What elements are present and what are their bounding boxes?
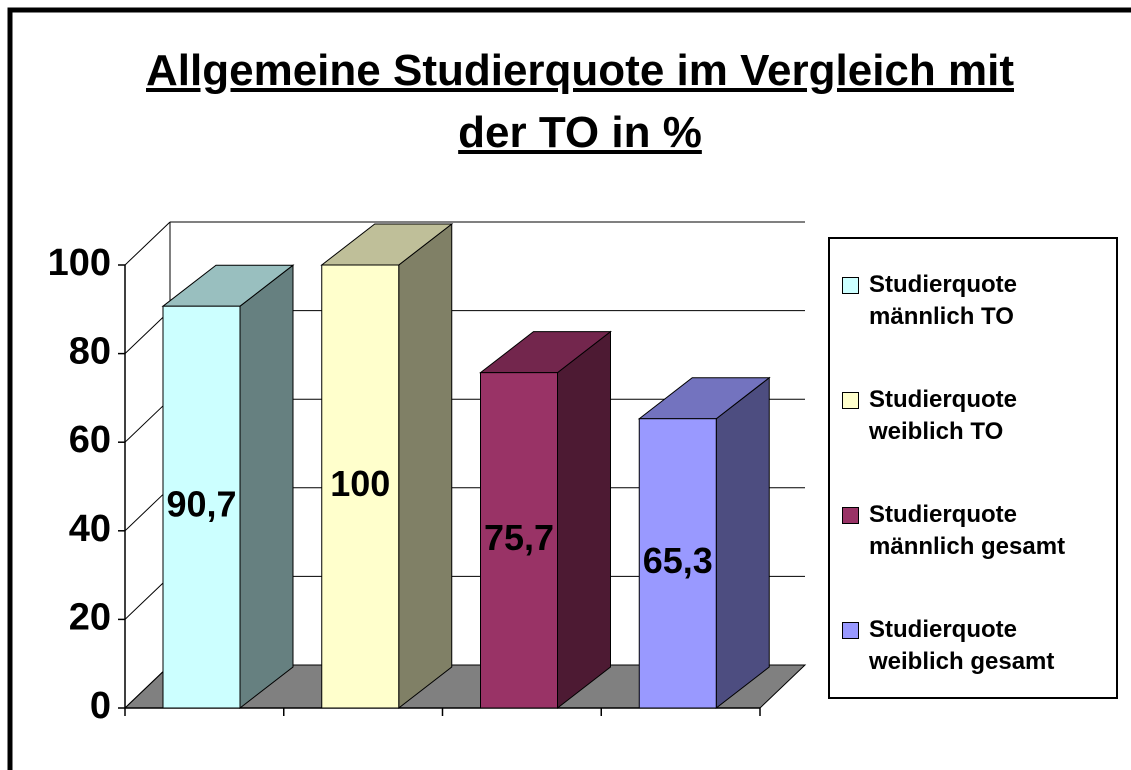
legend-swatch [842,392,859,409]
data-label: 90,7 [166,484,236,525]
y-tick-label: 20 [69,596,111,638]
chart-frame [7,7,1131,770]
legend-swatch [842,277,859,294]
bar-side [239,264,294,710]
chart-title: Allgemeine Studierquote im Vergleich mit… [146,46,1014,157]
y-tick-label: 0 [90,685,111,727]
data-label: 65,3 [643,540,713,581]
legend-label: Studierquote männlich gesamt [869,501,1066,560]
bar [162,305,241,709]
legend-swatch [842,507,859,524]
y-tick-label: 100 [48,242,111,284]
bar [480,372,558,709]
y-tick-label: 80 [69,331,111,373]
grid-line-side [124,221,171,266]
y-tick-label: 40 [69,508,111,550]
bar [321,264,400,709]
data-label: 75,7 [484,517,554,558]
bar-side [715,376,770,710]
legend: Studierquote männlich TO Studierquote wei… [828,237,1118,699]
legend-label: Studierquote weiblich TO [869,386,1017,445]
legend-label: Studierquote weiblich gesamt [869,616,1055,675]
legend-swatch [842,622,859,639]
data-label: 100 [330,463,390,504]
y-tick-label: 60 [69,419,111,461]
legend-label: Studierquote männlich TO [869,271,1017,330]
bar-side [398,222,453,710]
bar [638,418,717,709]
bar-side [557,330,611,710]
